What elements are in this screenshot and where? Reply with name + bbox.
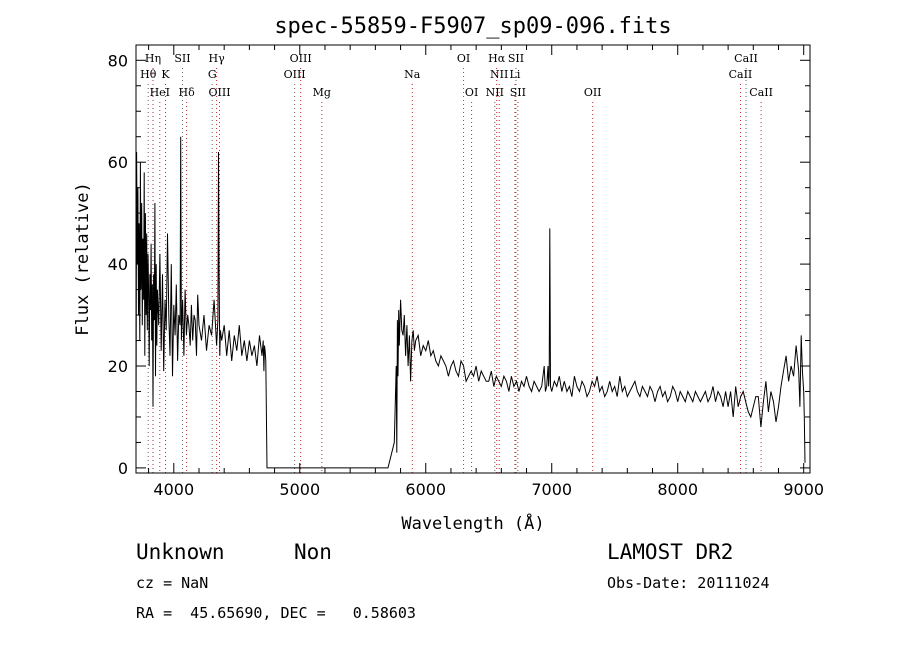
x-tick-label: 7000 [531, 480, 572, 499]
spectral-line-label: Hα [488, 52, 506, 65]
spectral-line-label: Hγ [209, 52, 226, 65]
survey-label: LAMOST DR2 [607, 540, 734, 564]
coordinates-label: RA = 45.65690, DEC = 0.58603 [136, 604, 416, 622]
spectral-line-label: OI [457, 52, 470, 65]
spectral-line-label: G [208, 68, 217, 81]
spectral-line-label: OII [584, 86, 602, 99]
spectral-line-label: OI [465, 86, 478, 99]
spectral-line-label: HeI [150, 86, 170, 99]
obs-date-label: Obs-Date: 20111024 [607, 574, 770, 592]
x-tick-label: 6000 [405, 480, 446, 499]
spectral-line-label: OIII [208, 86, 230, 99]
spectral-line-label: SII [510, 86, 526, 99]
spectral-line-label: K [161, 68, 170, 81]
y-axis-label: Flux (relative) [73, 182, 93, 336]
spectral-line-label: Hδ [179, 86, 196, 99]
class-label: Unknown [136, 540, 225, 564]
spectral-line-label: CaII [729, 68, 753, 81]
spectral-line-label: Li [510, 68, 521, 81]
x-tick-label: 5000 [279, 480, 320, 499]
x-axis-label: Wavelength (Å) [401, 512, 544, 534]
x-tick-label: 4000 [153, 480, 194, 499]
redshift-label: cz = NaN [136, 574, 209, 592]
spectral-line-label: Hη [145, 52, 161, 65]
x-tick-label: 8000 [657, 480, 698, 499]
x-tick-label: 9000 [783, 480, 824, 499]
spectral-line-label: OIII [284, 68, 306, 81]
spectral-line-label: CaII [749, 86, 773, 99]
y-tick-label: 40 [108, 255, 128, 274]
spectrum-line [135, 136, 806, 469]
spectral-line-label: CaII [734, 52, 758, 65]
y-tick-label: 80 [108, 51, 128, 70]
y-tick-label: 60 [108, 153, 128, 172]
spectral-line-label: NII [490, 68, 508, 81]
spectral-line-label: Hθ [140, 68, 157, 81]
spectral-line-label: SII [508, 52, 524, 65]
chart-title: spec-55859-F5907_sp09-096.fits [274, 14, 671, 39]
plot-frame [135, 44, 811, 474]
spectral-line-label: NII [486, 86, 504, 99]
spectral-line-label: Na [404, 68, 421, 81]
spectral-line-label: SII [174, 52, 190, 65]
subclass-label: Non [294, 540, 332, 564]
spectral-line-markers [147, 68, 762, 473]
y-tick-label: 0 [118, 459, 128, 478]
spectral-line-label: OIII [290, 52, 312, 65]
y-tick-label: 20 [108, 357, 128, 376]
spectral-line-label: Mg [313, 86, 331, 99]
